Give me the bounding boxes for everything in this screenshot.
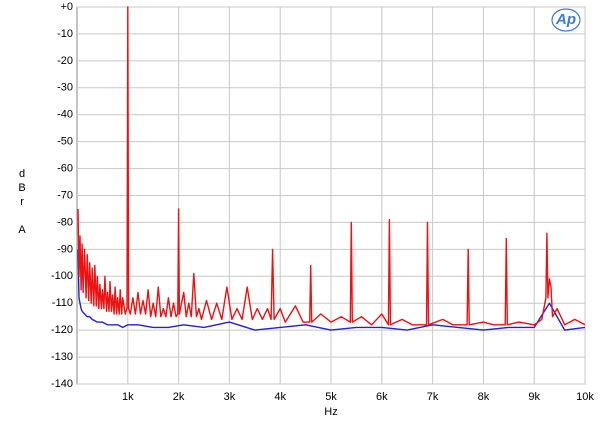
x-tick-label: 4k [274,391,286,403]
logo: Ap [555,11,576,28]
y-tick-label: -70 [57,189,73,201]
y-tick-label: -110 [52,297,73,309]
y-tick-label: -80 [57,216,73,228]
x-tick-label: 1k [122,391,134,403]
x-tick-label: 9k [528,391,540,403]
logo-ring [551,8,581,32]
y-axis-label: dBr A [16,168,28,238]
y-tick-label: -30 [57,82,73,94]
x-tick-label: 5k [325,391,337,403]
y-tick-label: -90 [57,243,73,255]
x-tick-label: 7k [427,391,439,403]
x-tick-label: 3k [224,391,236,403]
y-tick-label: -50 [57,136,73,148]
y-tick-label: -10 [57,28,73,40]
y-tick-label: -40 [57,109,73,121]
y-tick-label: -60 [57,162,73,174]
y-tick-label: -140 [51,378,73,390]
x-tick-label: 10k [576,391,594,403]
x-tick-label: 2k [173,391,185,403]
spectrum-line [77,6,586,326]
y-tick-label: -130 [51,351,73,363]
y-tick-label: +0 [60,1,73,13]
y-tick-label: -20 [57,55,73,67]
spectrum-line [77,249,586,331]
y-tick-label: -120 [51,324,73,336]
x-axis-label: Hz [324,406,337,418]
x-tick-label: 8k [478,391,490,403]
y-tick-label: -100 [51,270,73,282]
x-tick-label: 6k [376,391,388,403]
